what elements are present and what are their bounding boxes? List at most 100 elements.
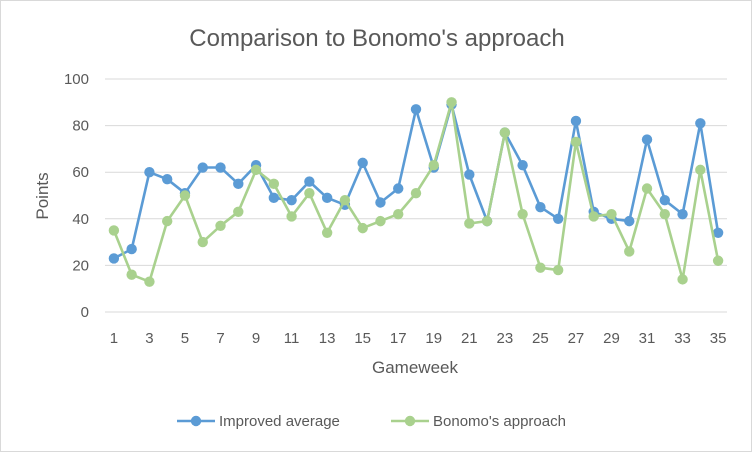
data-point xyxy=(659,194,670,206)
x-axis-ticks: 1 3 5 7 9 11 13 15 17 19 21 23 25 27 29 31 33 35 xyxy=(110,330,727,347)
x-tick-label: 35 xyxy=(710,330,727,347)
y-tick-label: 20 xyxy=(72,257,89,274)
x-tick-label: 17 xyxy=(390,330,407,347)
x-tick-label: 11 xyxy=(284,330,300,347)
data-point xyxy=(197,236,208,248)
data-point xyxy=(499,127,511,138)
data-point xyxy=(233,178,244,190)
data-point xyxy=(357,157,368,169)
y-axis-label: Points xyxy=(33,172,52,219)
data-point xyxy=(126,243,137,255)
y-tick-label: 60 xyxy=(72,164,89,181)
data-point xyxy=(375,197,386,208)
y-tick-label: 0 xyxy=(81,304,89,321)
data-point xyxy=(304,187,315,199)
data-point xyxy=(410,187,422,199)
x-tick-label: 23 xyxy=(497,330,514,347)
legend-label: Improved average xyxy=(219,413,340,430)
data-point xyxy=(428,160,439,171)
x-tick-label: 19 xyxy=(425,330,442,347)
data-point xyxy=(517,160,528,171)
series-line xyxy=(113,103,720,260)
data-point xyxy=(268,178,280,190)
legend-item: Improved average xyxy=(177,413,340,430)
data-point xyxy=(268,192,280,204)
y-tick-label: 100 xyxy=(64,71,89,88)
x-tick-label: 29 xyxy=(603,330,620,347)
data-point xyxy=(641,134,653,145)
data-point xyxy=(712,255,724,266)
x-tick-label: 21 xyxy=(461,330,478,347)
data-point xyxy=(162,173,173,185)
data-point xyxy=(570,136,582,148)
x-tick-label: 31 xyxy=(639,330,656,347)
data-point xyxy=(126,269,137,280)
data-point xyxy=(286,211,297,222)
data-point xyxy=(339,194,351,206)
data-point xyxy=(624,215,635,227)
data-point xyxy=(624,246,635,257)
x-tick-label: 15 xyxy=(354,330,371,347)
data-point xyxy=(321,192,333,204)
data-series xyxy=(108,97,724,287)
data-point xyxy=(641,183,653,194)
legend: Improved average Bonomo's approach xyxy=(177,413,566,430)
data-point xyxy=(712,227,724,238)
data-point xyxy=(108,253,120,264)
data-point xyxy=(393,183,404,194)
data-point xyxy=(286,194,297,206)
data-point xyxy=(606,208,617,220)
data-point xyxy=(357,222,368,234)
gridlines xyxy=(105,78,727,313)
data-point xyxy=(215,220,226,231)
data-point xyxy=(570,115,582,127)
legend-item: Bonomo's approach xyxy=(391,413,566,430)
data-point xyxy=(144,276,155,287)
x-tick-label: 9 xyxy=(252,330,260,347)
x-tick-label: 25 xyxy=(532,330,549,347)
data-point xyxy=(517,208,528,220)
x-tick-label: 3 xyxy=(145,330,153,347)
x-tick-label: 7 xyxy=(216,330,224,347)
y-tick-label: 80 xyxy=(72,118,89,135)
data-point xyxy=(393,208,404,220)
data-point xyxy=(552,264,564,276)
data-point xyxy=(250,164,262,176)
y-axis-ticks: 0 20 40 60 80 100 xyxy=(64,71,89,321)
x-tick-label: 1 xyxy=(110,330,118,347)
data-point xyxy=(552,213,564,224)
data-point xyxy=(321,227,333,238)
data-point xyxy=(464,218,475,229)
data-point xyxy=(659,208,670,220)
legend-marker xyxy=(404,415,416,427)
data-point xyxy=(144,167,155,178)
legend-marker xyxy=(190,415,202,427)
series-1 xyxy=(108,97,724,287)
data-point xyxy=(304,176,315,187)
data-point xyxy=(588,211,599,222)
chart-title: Comparison to Bonomo's approach xyxy=(189,25,564,52)
x-tick-label: 27 xyxy=(568,330,585,347)
data-point xyxy=(677,274,688,285)
x-tick-label: 13 xyxy=(319,330,336,347)
data-point xyxy=(464,169,475,180)
data-point xyxy=(215,162,226,173)
x-axis-label: Gameweek xyxy=(372,358,458,377)
data-point xyxy=(446,97,457,108)
data-point xyxy=(233,206,244,218)
data-point xyxy=(535,201,546,213)
data-point xyxy=(375,215,386,227)
data-point xyxy=(677,208,688,220)
legend-label: Bonomo's approach xyxy=(433,413,566,430)
data-point xyxy=(410,104,422,115)
data-point xyxy=(179,190,191,201)
data-point xyxy=(108,225,120,236)
data-point xyxy=(162,215,173,227)
data-point xyxy=(695,118,706,129)
data-point xyxy=(197,162,208,173)
data-point xyxy=(481,215,493,227)
y-tick-label: 40 xyxy=(72,211,89,228)
x-tick-label: 5 xyxy=(181,330,189,347)
